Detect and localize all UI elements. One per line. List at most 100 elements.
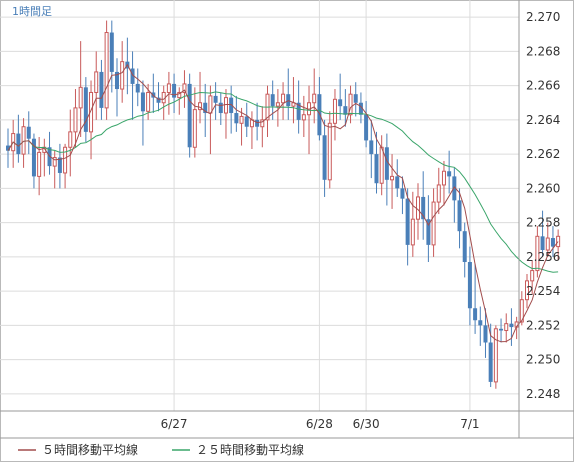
candle-body-down — [405, 198, 410, 245]
candle-body-up — [223, 97, 228, 114]
candle-body-down — [130, 68, 135, 84]
candle-body-down — [57, 157, 62, 173]
candle-body-down — [156, 97, 161, 103]
candle-body-up — [177, 91, 182, 99]
candle-body-down — [343, 106, 348, 115]
candle-body-up — [275, 102, 280, 107]
candle-body-up — [260, 119, 265, 128]
candle-body-up — [73, 107, 78, 133]
candle-body-up — [525, 280, 529, 301]
candle-body-up — [78, 86, 83, 109]
candle-body-up — [348, 93, 353, 116]
candle-body-up — [301, 114, 306, 121]
candle-body-down — [296, 102, 301, 120]
candle-body-down — [6, 145, 10, 151]
y-tick-label: 2.270 — [526, 10, 560, 24]
y-tick-label: 2.250 — [526, 353, 560, 367]
candle-body-down — [140, 92, 145, 112]
candle-body-down — [16, 133, 21, 155]
candle-body-up — [198, 102, 203, 111]
axes: 2.248 2.250 2.252 2.254 2.256 2.258 2.260 2.262… — [0, 0, 574, 439]
candle-body-down — [229, 97, 234, 114]
candle-body-down — [364, 114, 369, 141]
timeframe-label: 1時間足 — [12, 5, 52, 18]
ma25-line — [7, 91, 559, 273]
candle-body-up — [37, 151, 42, 177]
candle-body-down — [109, 32, 114, 72]
candle-body-down — [358, 102, 363, 115]
candle-body-up — [63, 146, 68, 174]
candle-body-down — [457, 200, 462, 232]
candle-body-up — [556, 235, 561, 248]
candle-body-up — [436, 184, 441, 203]
candle-body-up — [52, 157, 57, 167]
candle-body-up — [166, 83, 171, 93]
candle-body-up — [441, 170, 446, 186]
candle-body-down — [114, 71, 119, 90]
candle-body-up — [94, 71, 99, 93]
legend-label: ２５時間移動平均線 — [196, 442, 304, 457]
ma5-line — [7, 63, 559, 343]
candle-body-up — [239, 115, 244, 124]
candle-body-up — [410, 218, 415, 246]
candle-body-down — [384, 147, 389, 180]
candle-body-down — [26, 126, 31, 139]
candle-body-down — [499, 328, 504, 331]
legend: ５時間移動平均線 ２５時間移動平均線 — [18, 442, 304, 457]
candle-body-down — [317, 94, 322, 136]
y-tick-label: 2.258 — [526, 216, 560, 230]
candle-body-down — [213, 95, 218, 103]
candle-body-up — [530, 270, 535, 282]
candle-body-up — [68, 131, 73, 148]
candle-body-down — [467, 262, 472, 309]
candle-body-up — [104, 32, 109, 109]
y-tick-label: 2.266 — [526, 79, 560, 93]
candle-body-up — [379, 146, 384, 184]
x-tick-label: 6/28 — [306, 417, 333, 431]
candle-body-down — [421, 196, 426, 220]
candle-body-down — [488, 342, 493, 382]
candle-body-down — [369, 140, 374, 155]
candle-body-down — [172, 83, 177, 98]
candle-body-down — [234, 113, 239, 124]
candle-body-down — [483, 325, 488, 343]
candle-body-up — [281, 93, 286, 104]
candle-body-down — [462, 231, 467, 263]
candle-body-up — [312, 93, 317, 104]
candle-body-down — [244, 116, 249, 127]
candle-body-down — [400, 188, 405, 199]
candle-body-up — [120, 61, 125, 90]
candle-body-up — [182, 83, 187, 93]
y-tick-label: 2.248 — [526, 387, 560, 401]
candle-body-up — [208, 95, 213, 114]
candle-body-down — [452, 176, 457, 201]
legend-label: ５時間移動平均線 — [42, 442, 138, 457]
candle-body-up — [493, 328, 498, 383]
candle-body-down — [218, 102, 223, 114]
x-tick-label: 7/1 — [460, 417, 479, 431]
candle-body-up — [390, 175, 395, 181]
candles — [6, 20, 561, 389]
candle-body-down — [447, 171, 452, 177]
candle-body-down — [338, 99, 343, 107]
candle-body-down — [374, 154, 379, 184]
candle-body-down — [540, 236, 545, 251]
candle-body-up — [535, 235, 540, 272]
candle-body-down — [426, 219, 431, 245]
moving-averages — [7, 63, 559, 343]
candle-body-down — [473, 308, 478, 321]
y-tick-label: 2.264 — [526, 113, 560, 127]
candle-body-down — [395, 176, 400, 189]
candle-body-down — [270, 94, 275, 107]
x-tick-label: 6/27 — [161, 417, 188, 431]
candle-body-down — [255, 119, 260, 127]
candle-body-down — [478, 320, 483, 326]
candle-body-down — [550, 238, 555, 247]
candle-body-up — [332, 98, 337, 124]
candle-body-up — [327, 122, 332, 181]
candle-body-down — [31, 138, 36, 177]
candle-body-up — [431, 201, 436, 246]
candle-body-down — [83, 87, 88, 132]
candle-body-up — [192, 109, 197, 148]
